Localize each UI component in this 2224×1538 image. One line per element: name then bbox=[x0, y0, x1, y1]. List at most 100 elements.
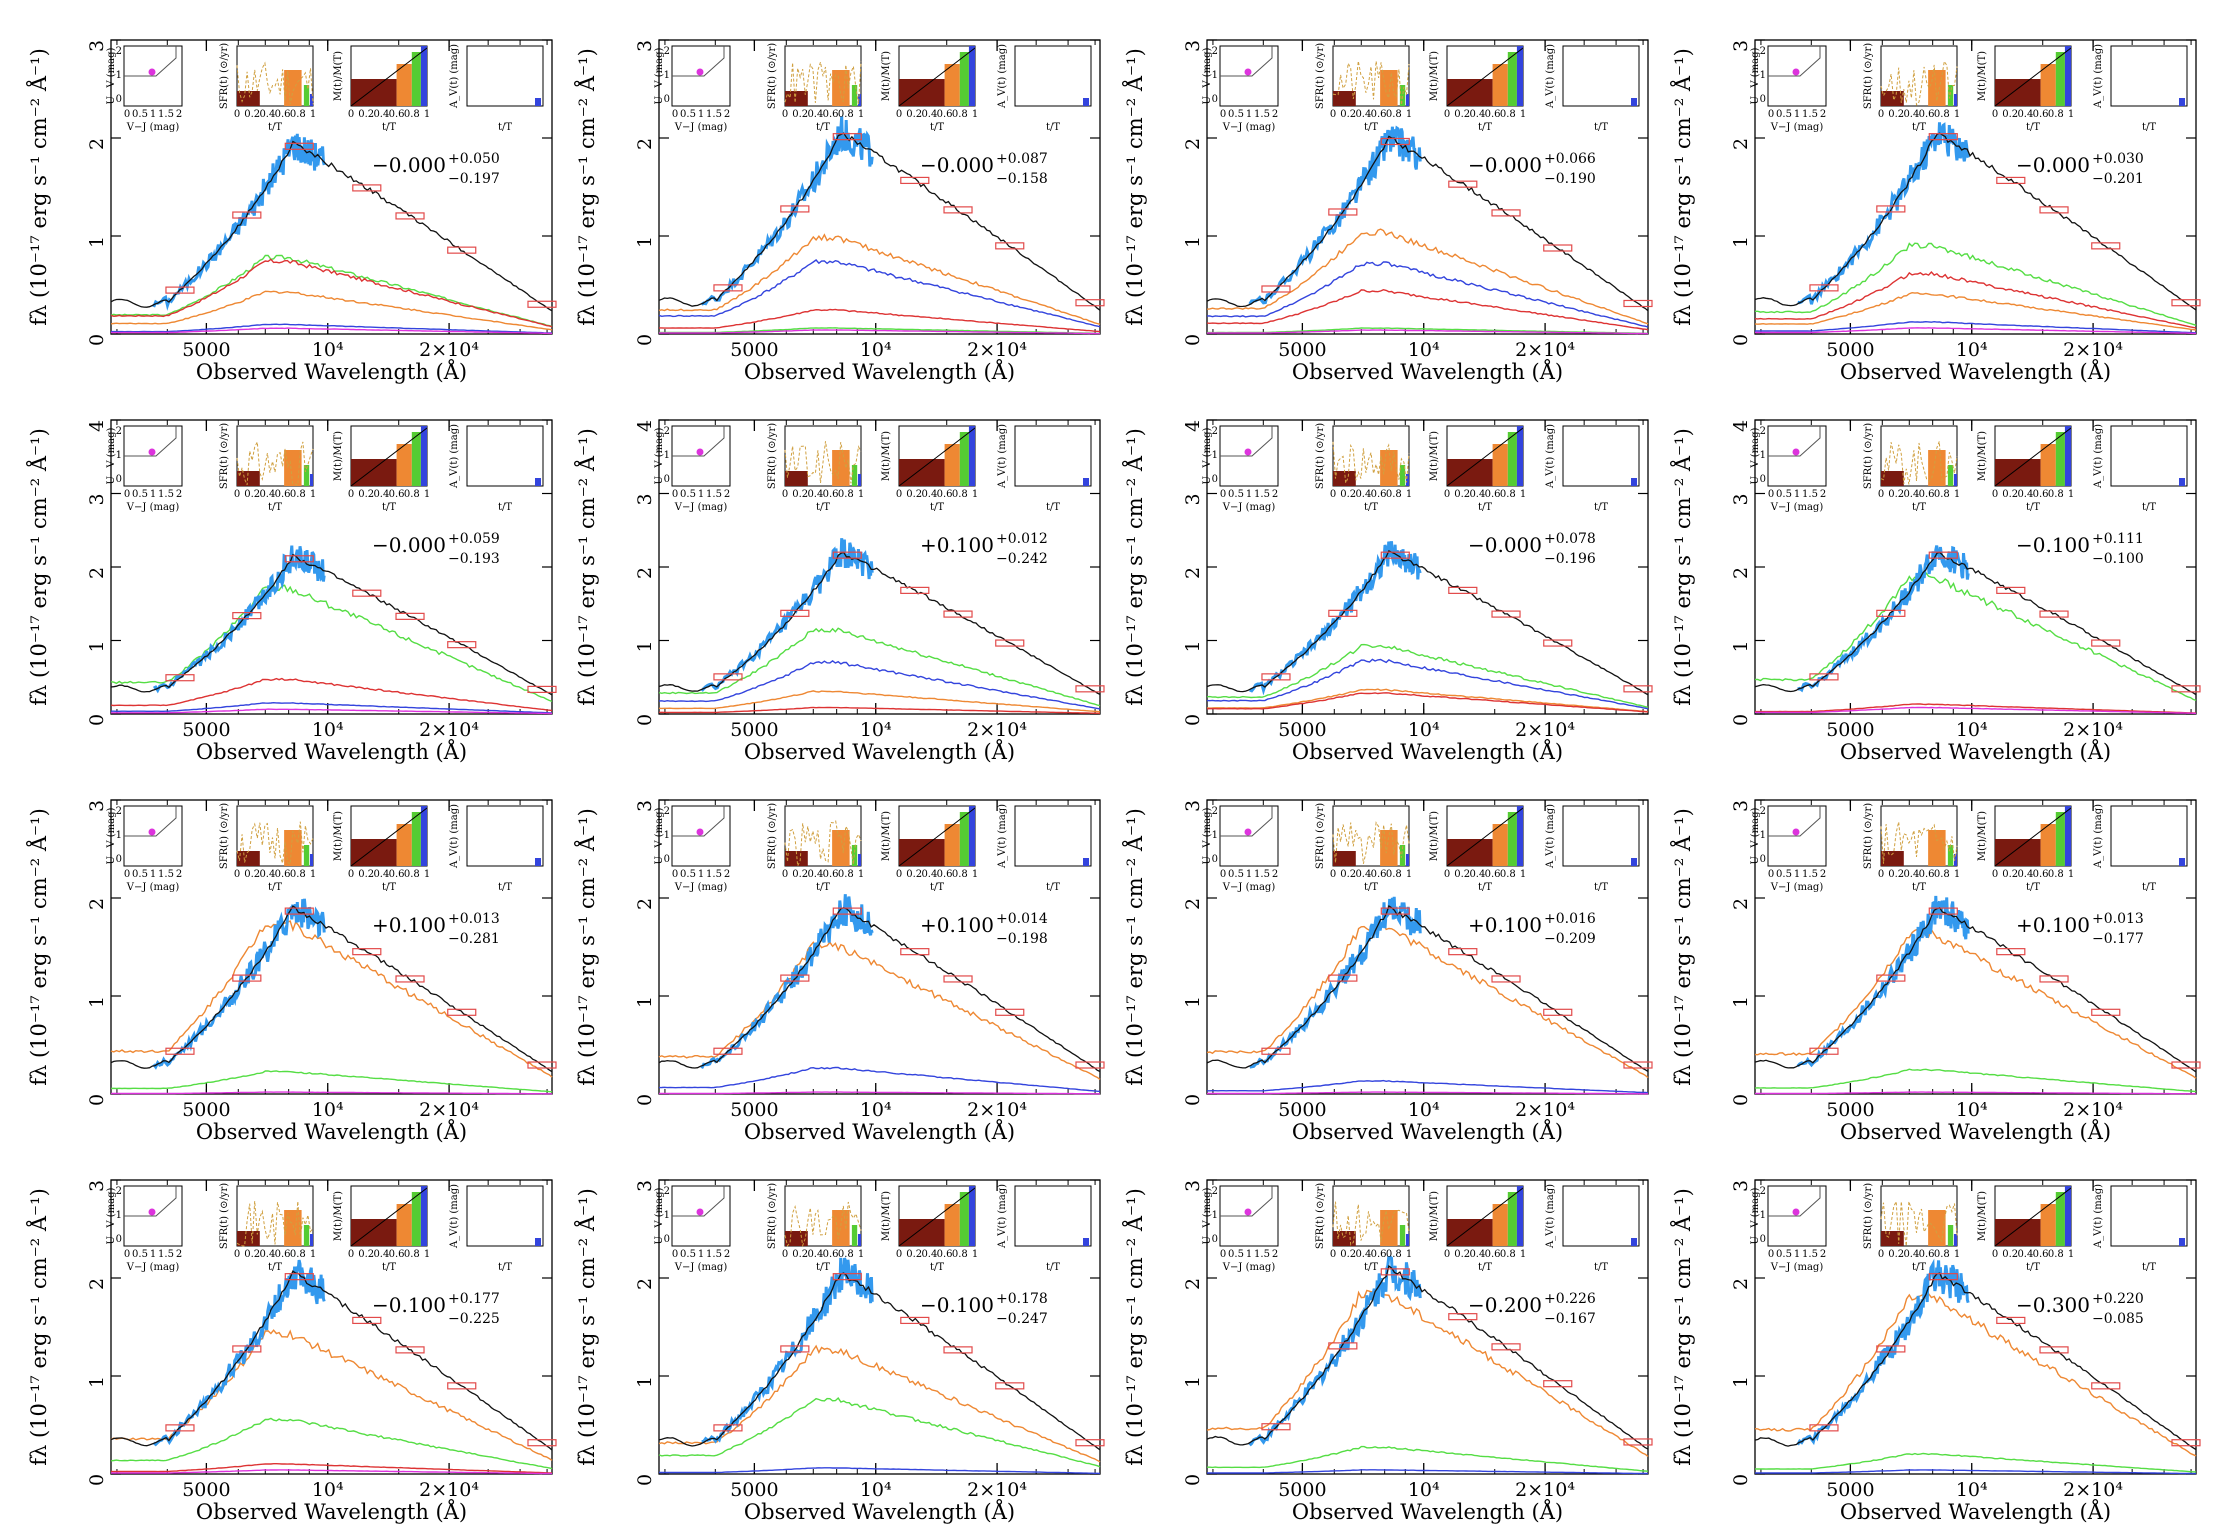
photometry-point bbox=[527, 300, 557, 308]
plot-frame bbox=[1206, 1179, 1649, 1475]
x-tick-label: 2×10⁴ bbox=[967, 339, 1027, 361]
fit-upper-error: +0.050 bbox=[448, 151, 500, 167]
mass-y-label: M(t)/M(T) bbox=[881, 431, 892, 481]
uvj-boundary-line bbox=[1220, 426, 1273, 457]
uvj-x-tick: 2 bbox=[1820, 869, 1826, 880]
mass-x-tick: 0.6 bbox=[937, 869, 953, 880]
sfr-bar bbox=[1881, 851, 1904, 866]
sfr-y-label: SFR(t) (⊙/yr) bbox=[1315, 1183, 1326, 1249]
plot-frame bbox=[1754, 39, 2197, 335]
sfr-x-tick: 0.4 bbox=[259, 869, 275, 880]
photometry-point bbox=[352, 1316, 382, 1325]
y-tick-label: 3 bbox=[86, 800, 108, 812]
x-tick-label: 10⁴ bbox=[312, 339, 344, 361]
y-tick-label: 2 bbox=[86, 138, 108, 150]
photometry-point bbox=[1075, 299, 1105, 307]
mass-block-old bbox=[351, 459, 397, 486]
av-y-label: A_V(t) (mag) bbox=[997, 424, 1008, 489]
x-axis-label: Observed Wavelength (Å) bbox=[1840, 359, 2111, 384]
y-tick-label: 3 bbox=[86, 40, 108, 52]
y-axis-label: fλ (10⁻¹⁷ erg s⁻¹ cm⁻² Å⁻¹) bbox=[574, 1188, 599, 1466]
component-green-line bbox=[110, 254, 553, 327]
mass-x-tick: 0.8 bbox=[952, 1249, 968, 1260]
uvj-y-tick: 0 bbox=[116, 94, 122, 105]
uvj-x-tick: 0 bbox=[1768, 489, 1774, 500]
mass-x-tick: 0.2 bbox=[1454, 1249, 1470, 1260]
uvj-y-label: U−V (mag) bbox=[1750, 807, 1761, 864]
sfr-bar bbox=[832, 830, 850, 866]
sfr-x-tick: 0.2 bbox=[244, 1249, 260, 1260]
mass-x-tick: 1 bbox=[972, 489, 978, 500]
sfr-x-tick: 1 bbox=[310, 109, 316, 120]
plot-frame bbox=[110, 1179, 553, 1475]
uvj-x-tick: 1.5 bbox=[158, 109, 174, 120]
x-tick-label: 5000 bbox=[730, 1099, 778, 1121]
plot-frame bbox=[658, 1179, 1101, 1475]
mass-growth-line bbox=[1994, 1187, 2072, 1247]
sfr-x-tick: 1 bbox=[858, 489, 864, 500]
y-tick-label: 4 bbox=[86, 420, 108, 432]
y-tick-label: 0 bbox=[86, 1474, 108, 1486]
sfr-x-tick: 0.8 bbox=[838, 109, 854, 120]
mass-block-old bbox=[1447, 459, 1493, 486]
total-model-line bbox=[1206, 1264, 1649, 1450]
y-axis-label: fλ (10⁻¹⁷ erg s⁻¹ cm⁻² Å⁻¹) bbox=[574, 48, 599, 326]
y-tick-label: 3 bbox=[1182, 1180, 1204, 1192]
fit-upper-error: +0.178 bbox=[996, 1291, 1048, 1307]
mass-x-tick: 1 bbox=[1520, 1249, 1526, 1260]
photometry-point bbox=[395, 612, 425, 620]
av-y-label: A_V(t) (mag) bbox=[2093, 1184, 2104, 1249]
component-green-line bbox=[110, 584, 553, 703]
x-tick-label: 2×10⁴ bbox=[419, 719, 479, 741]
sfr-y-label: SFR(t) (⊙/yr) bbox=[219, 423, 230, 489]
plot-frame bbox=[1206, 39, 1649, 335]
uvj-y-tick: 1 bbox=[1212, 1210, 1218, 1221]
y-axis-label: fλ (10⁻¹⁷ erg s⁻¹ cm⁻² Å⁻¹) bbox=[1122, 428, 1147, 706]
mass-x-tick: 1 bbox=[424, 869, 430, 880]
mass-x-tick: 0.8 bbox=[952, 489, 968, 500]
uvj-x-tick: 0 bbox=[124, 109, 130, 120]
component-red-line bbox=[110, 1463, 553, 1474]
fit-lower-error: −0.247 bbox=[996, 1311, 1048, 1327]
y-tick-label: 0 bbox=[1182, 714, 1204, 726]
photometry-point bbox=[995, 1008, 1025, 1016]
uvj-point-marker bbox=[1792, 1208, 1800, 1216]
uvj-x-tick: 1 bbox=[1794, 869, 1800, 880]
mass-x-tick: 0.4 bbox=[2017, 489, 2033, 500]
plot-frame bbox=[1206, 799, 1649, 1095]
mass-x-tick: 0.2 bbox=[2002, 869, 2018, 880]
uvj-y-tick: 0 bbox=[1212, 1234, 1218, 1245]
sfr-bar bbox=[1399, 85, 1406, 106]
uvj-x-tick: 1 bbox=[698, 489, 704, 500]
photometry-point bbox=[232, 612, 262, 620]
mass-x-tick: 0.4 bbox=[2017, 1249, 2033, 1260]
photometry-point bbox=[1448, 1313, 1478, 1321]
mass-x-tick: 1 bbox=[2068, 489, 2074, 500]
mass-x-tick: 0 bbox=[1444, 1249, 1450, 1260]
av-y-label: A_V(t) (mag) bbox=[2093, 804, 2104, 869]
mass-x-tick: 0 bbox=[896, 1249, 902, 1260]
av-inset-frame bbox=[1562, 805, 1640, 867]
y-tick-label: 0 bbox=[634, 1094, 656, 1106]
av-bar bbox=[535, 478, 541, 486]
photometry-point bbox=[232, 211, 262, 219]
y-tick-label: 3 bbox=[1730, 1180, 1752, 1192]
photometry-point bbox=[1448, 948, 1478, 956]
fit-value-text: +0.100 bbox=[372, 913, 446, 937]
mass-x-tick: 1 bbox=[2068, 109, 2074, 120]
mass-x-tick: 0.4 bbox=[373, 109, 389, 120]
mass-growth-line bbox=[350, 47, 428, 107]
mass-block-young bbox=[411, 1192, 421, 1246]
uvj-y-tick: 2 bbox=[116, 1186, 122, 1197]
total-model-line bbox=[1754, 132, 2197, 311]
av-bar bbox=[1083, 858, 1089, 866]
uvj-y-tick: 2 bbox=[664, 1186, 670, 1197]
sfr-x-tick: 0 bbox=[234, 489, 240, 500]
y-tick-label: 1 bbox=[86, 996, 108, 1008]
av-x-label: t/T bbox=[2142, 1262, 2156, 1273]
x-tick-label: 10⁴ bbox=[860, 339, 892, 361]
component-blue-line bbox=[1207, 1079, 1649, 1094]
uvj-boundary-line bbox=[1768, 426, 1821, 457]
mass-x-label: t/T bbox=[2026, 122, 2040, 133]
x-tick-label: 2×10⁴ bbox=[1515, 1479, 1575, 1501]
